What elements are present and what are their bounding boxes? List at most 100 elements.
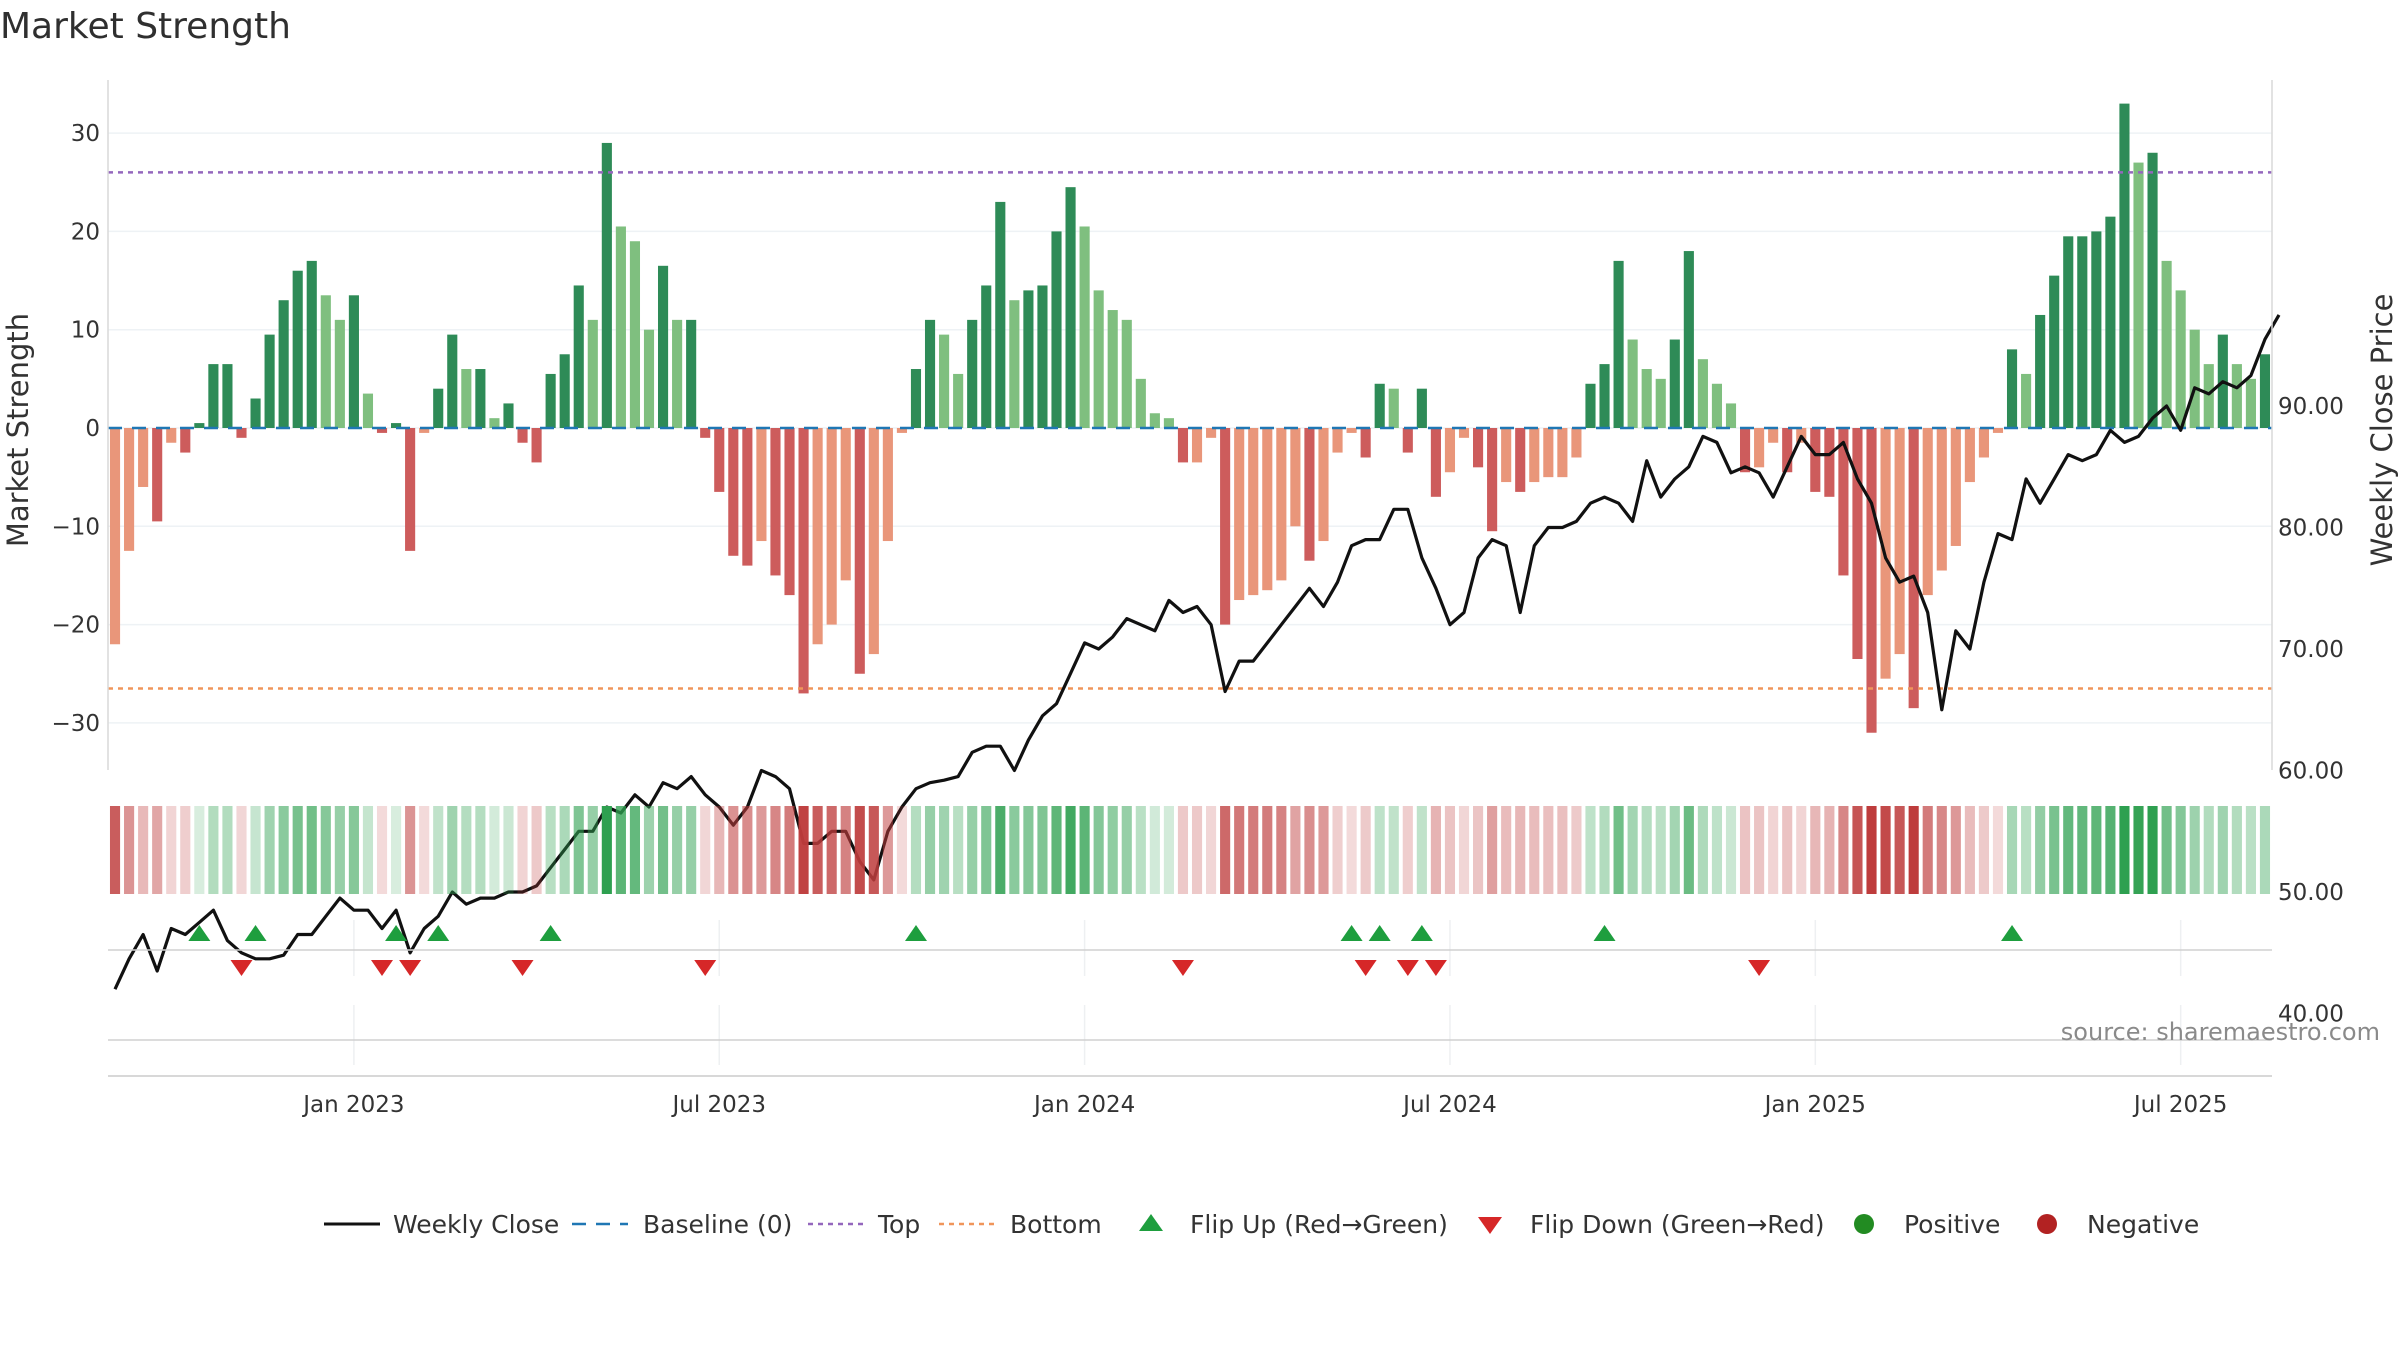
strength-bar	[1585, 383, 1596, 428]
strength-bar	[672, 319, 683, 428]
strength-bar	[1023, 290, 1034, 428]
heat-cell	[2077, 806, 2088, 894]
heat-cell	[1079, 806, 1090, 894]
left-tick-label: 30	[71, 121, 100, 147]
strength-bar	[2133, 162, 2144, 428]
strength-bar	[2161, 260, 2172, 428]
strength-bar	[826, 428, 837, 625]
strength-bar	[1557, 428, 1568, 478]
strength-bar	[503, 403, 514, 428]
heat-cell	[1121, 806, 1132, 894]
strength-bar	[2119, 103, 2130, 429]
legend-label: Flip Up (Red→Green)	[1190, 1210, 1448, 1239]
heat-cell	[1992, 806, 2004, 894]
strength-bar	[1697, 359, 1708, 428]
heat-cell	[643, 806, 655, 894]
strength-bar	[1894, 428, 1905, 655]
heat-cell	[1065, 806, 1076, 894]
left-tick-label: −30	[51, 711, 100, 737]
heat-cell	[714, 806, 725, 894]
strength-bar	[1079, 226, 1090, 428]
legend-flip-up-icon	[1139, 1214, 1163, 1231]
heat-cell	[1276, 806, 1287, 894]
heat-cell	[2105, 806, 2116, 894]
grid-lines	[108, 132, 2272, 1065]
heat-cell	[1444, 806, 1456, 894]
strength-bar	[1248, 428, 1259, 596]
strength-bar	[2077, 236, 2088, 428]
strength-bar	[1374, 383, 1385, 428]
heat-cell	[1599, 806, 1610, 894]
right-tick-label: 90.00	[2278, 394, 2344, 420]
heat-cell	[1262, 806, 1273, 894]
heat-cell	[756, 806, 767, 894]
strength-bar	[180, 428, 191, 453]
left-tick-label: 10	[71, 318, 100, 344]
heat-cell	[2063, 806, 2074, 894]
x-tick-label: Jan 2025	[1763, 1092, 1866, 1118]
flip-up-marker	[1593, 925, 1616, 941]
heat-cell	[1922, 806, 1933, 894]
heat-cell	[882, 806, 893, 894]
heat-cell	[517, 806, 528, 894]
heat-cell	[868, 806, 879, 894]
strength-bar	[2245, 378, 2256, 428]
weekly-close-polyline	[113, 314, 2281, 990]
heat-cell	[1950, 806, 1961, 894]
heat-cell	[1388, 806, 1399, 894]
heat-cell	[1487, 806, 1498, 894]
strength-bar	[1571, 428, 1582, 458]
flip-down-marker	[1354, 960, 1377, 976]
strength-bar	[939, 334, 950, 428]
chart-title: Market Strength	[0, 6, 291, 47]
strength-bar	[306, 260, 317, 428]
heat-cell	[559, 806, 570, 894]
heat-cell	[461, 806, 472, 894]
strength-bar	[1234, 428, 1245, 601]
strength-bar	[1262, 428, 1273, 591]
heat-cell	[967, 806, 978, 894]
left-tick-label: 20	[71, 219, 100, 245]
strength-bar	[2091, 231, 2102, 428]
strength-bar	[742, 428, 753, 566]
strength-bar	[615, 226, 626, 428]
heat-cell	[376, 806, 388, 894]
strength-bar	[1782, 428, 1793, 473]
reference-lines	[108, 171, 2272, 690]
strength-bar	[489, 418, 500, 428]
strength-bar	[250, 398, 261, 428]
flip-down-marker	[694, 960, 717, 976]
legend-label: Top	[877, 1210, 920, 1239]
heat-cell	[1655, 806, 1666, 894]
heat-cell	[152, 806, 163, 894]
strength-bar	[1276, 428, 1287, 581]
strength-bar	[1768, 428, 1779, 443]
heat-cell	[489, 806, 500, 894]
strength-bar	[2147, 152, 2158, 428]
right-tick-label: 80.00	[2278, 516, 2344, 542]
heat-cell	[1796, 806, 1807, 894]
strength-bar	[770, 428, 781, 576]
flip-up-marker	[1340, 925, 1363, 941]
heat-cell	[910, 806, 922, 894]
heat-cell	[1515, 806, 1526, 894]
strength-bar	[1037, 285, 1048, 428]
strength-bar	[1093, 290, 1104, 428]
strength-bar	[629, 241, 641, 428]
heat-cell	[1234, 806, 1245, 894]
heat-cell	[1107, 806, 1118, 894]
flip-down-marker	[1424, 960, 1447, 976]
flip-down-marker	[371, 960, 394, 976]
flip-down-marker	[1171, 960, 1194, 976]
strength-bar	[264, 334, 275, 428]
flip-up-marker	[385, 925, 408, 941]
heat-cell	[1852, 806, 1863, 894]
axes: 30 20 10 0 −10 −20 −30 90.00 80.00 70.00 60.00 50.0…	[51, 80, 2344, 1118]
heat-cell	[1683, 806, 1694, 894]
heat-cell	[1430, 806, 1441, 894]
strength-bar	[854, 428, 865, 674]
strength-bar	[152, 428, 163, 522]
heat-cell	[1416, 806, 1427, 894]
flip-up-marker	[244, 925, 267, 941]
heat-cell	[1571, 806, 1582, 894]
